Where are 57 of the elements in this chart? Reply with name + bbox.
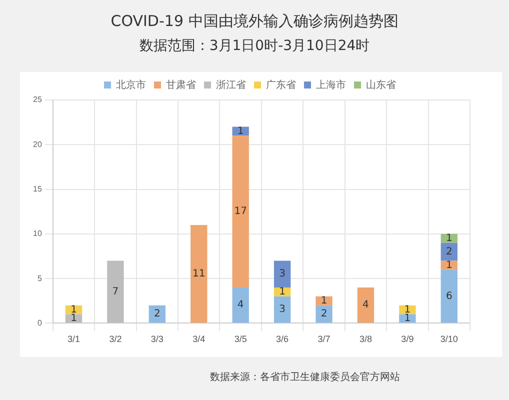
bar xyxy=(440,234,458,243)
y-tick-label: 15 xyxy=(32,184,42,194)
bar xyxy=(357,287,374,323)
data-label: 1 xyxy=(279,286,286,298)
x-tick-label: 3/10 xyxy=(440,334,458,344)
x-tick-label: 3/9 xyxy=(401,334,414,344)
bar xyxy=(148,305,166,323)
bar xyxy=(232,287,249,323)
data-label: 1 xyxy=(70,313,77,324)
x-tick-label: 3/3 xyxy=(150,334,164,344)
legend-label: 甘肃省 xyxy=(166,78,196,91)
data-label: 4 xyxy=(237,300,244,311)
data-label: 11 xyxy=(192,268,206,280)
x-tick-label: 3/4 xyxy=(192,334,206,344)
x-tick-label: 3/5 xyxy=(234,334,247,344)
data-label: 4 xyxy=(362,300,369,311)
y-tick-label: 20 xyxy=(32,140,42,149)
bar xyxy=(274,260,291,288)
legend-label: 山东省 xyxy=(366,78,396,91)
data-label: 1 xyxy=(404,313,411,324)
data-label: 1 xyxy=(237,126,244,137)
x-tick-label: 3/2 xyxy=(109,334,122,344)
data-label: 1 xyxy=(446,232,452,244)
chart-title: COVID-19 中国由境外输入确诊病例趋势图 xyxy=(110,12,400,31)
data-label: 6 xyxy=(446,290,452,302)
bar xyxy=(232,136,249,288)
legend-label: 北京市 xyxy=(116,78,146,91)
source-note: 数据来源：各省市卫生健康委员会官方网站 xyxy=(209,370,400,384)
x-tick-label: 3/8 xyxy=(359,334,372,344)
x-tick-label: 3/7 xyxy=(318,334,330,344)
data-label: 2 xyxy=(154,308,160,320)
y-tick-label: 25 xyxy=(32,95,42,104)
legend-label: 广东省 xyxy=(266,78,296,91)
bar xyxy=(316,305,332,323)
data-label: 7 xyxy=(112,286,119,298)
bar xyxy=(274,296,291,323)
y-tick-label: 10 xyxy=(32,229,42,238)
chart-subtitle: 数据范围：3月1日0时-3月10日24时 xyxy=(138,37,371,55)
bar xyxy=(440,242,458,261)
bar xyxy=(316,296,332,306)
data-label: 2 xyxy=(446,246,452,258)
y-tick-label: 5 xyxy=(37,274,42,283)
data-label: 3 xyxy=(279,268,286,280)
data-label: 3 xyxy=(279,304,286,316)
data-label: 1 xyxy=(320,295,328,306)
legend-label: 上海市 xyxy=(316,78,346,91)
bar xyxy=(107,260,124,323)
legend-label: 浙江省 xyxy=(216,78,246,91)
y-tick-label: 0 xyxy=(37,318,42,328)
data-label: 1 xyxy=(446,260,452,271)
x-tick-label: 3/1 xyxy=(67,334,80,344)
bar xyxy=(399,305,416,314)
data-label: 17 xyxy=(234,206,247,218)
bar xyxy=(190,224,208,323)
data-label: 2 xyxy=(320,308,328,320)
x-tick-label: 3/6 xyxy=(276,334,289,344)
bar xyxy=(440,270,458,323)
